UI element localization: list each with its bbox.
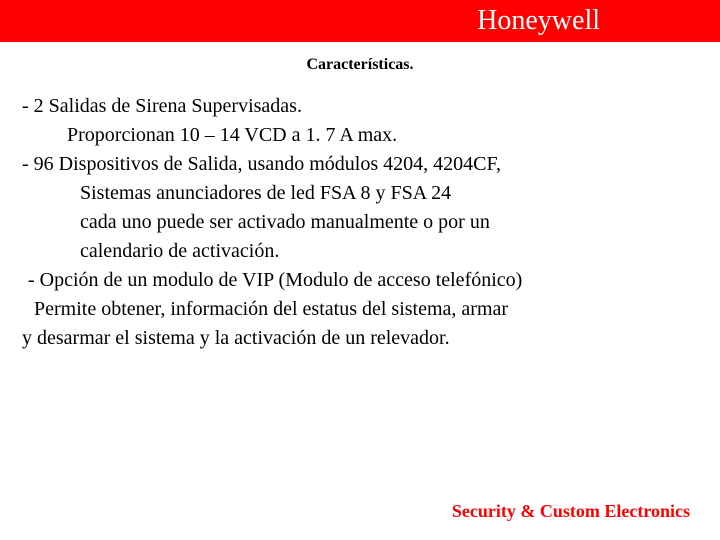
body-line: Proporcionan 10 – 14 VCD a 1. 7 A max. [22, 121, 702, 150]
slide-subtitle: Características. [0, 56, 720, 74]
body-line: Permite obtener, información del estatus… [22, 295, 702, 324]
body-line: - 96 Dispositivos de Salida, usando módu… [22, 150, 702, 179]
footer-label: Security & Custom Electronics [452, 501, 690, 522]
body-line: - Opción de un modulo de VIP (Modulo de … [22, 266, 702, 295]
header-bar: Honeywell [0, 0, 720, 42]
body-line: Sistemas anunciadores de led FSA 8 y FSA… [22, 179, 702, 208]
body-line: calendario de activación. [22, 237, 702, 266]
body-line: cada uno puede ser activado manualmente … [22, 208, 702, 237]
body-line: y desarmar el sistema y la activación de… [22, 324, 702, 353]
body-line: - 2 Salidas de Sirena Supervisadas. [22, 92, 702, 121]
brand-title: Honeywell [477, 5, 600, 37]
content-area: - 2 Salidas de Sirena Supervisadas. Prop… [0, 92, 720, 353]
